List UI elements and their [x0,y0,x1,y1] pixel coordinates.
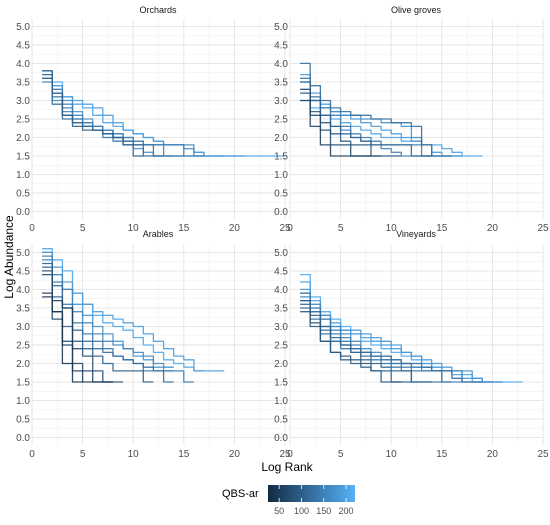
series-line [42,259,174,368]
y-tick-label: 3.5 [16,77,30,88]
y-tick-label: 2.5 [274,341,288,352]
series-line [42,262,154,383]
series-line [300,311,402,383]
y-tick-label: 4.5 [274,40,288,51]
y-tick-label: 2.5 [16,341,30,352]
x-tick-label: 25 [537,449,549,460]
x-axis-title: Log Rank [261,460,313,474]
legend-tick-label: 200 [339,506,354,516]
facet-panel: Arables 0.0 0.5 1.0 1.5 2.0 2.5 3.0 3.5 4.0 4.5 5.0… [16,229,291,460]
y-tick-label: 1.0 [274,170,288,181]
x-tick-label: 10 [386,223,398,234]
y-tick-label: 0.0 [16,433,30,444]
y-axis-title: Log Abundance [2,215,16,299]
facet-title: Olive groves [391,5,442,15]
y-tick-label: 0.5 [274,415,288,426]
legend-tick-label: 50 [274,506,284,516]
x-tick-label: 20 [229,223,241,234]
facet-title: Vineyards [396,229,436,239]
series-line [42,70,144,157]
y-tick-label: 0.5 [274,189,288,200]
x-tick-label: 5 [338,223,344,234]
x-tick-label: 15 [436,223,448,234]
series-line [42,296,83,383]
y-tick-label: 2.0 [274,359,288,370]
y-tick-label: 5.0 [274,22,288,33]
facet-title: Arables [143,229,174,239]
y-tick-label: 1.5 [16,152,30,163]
x-tick-label: 5 [80,449,86,460]
y-tick-label: 1.0 [16,396,30,407]
y-tick-label: 4.0 [274,285,288,296]
y-tick-label: 4.0 [16,59,30,70]
legend-colorbar [268,485,355,502]
x-tick-label: 0 [287,223,293,234]
series-line [300,81,432,157]
series-line [300,62,452,157]
legend: QBS-ar 50 100 150 200 [222,485,355,516]
x-tick-label: 10 [128,449,140,460]
series-line [42,251,225,372]
y-tick-label: 3.5 [16,303,30,314]
y-tick-label: 0.5 [16,189,30,200]
facet-title: Orchards [139,5,177,15]
y-tick-label: 4.5 [16,266,30,277]
x-tick-label: 0 [29,223,35,234]
y-tick-label: 2.5 [16,115,30,126]
x-tick-label: 25 [279,449,291,460]
y-tick-label: 3.0 [16,322,30,333]
y-tick-label: 1.0 [274,396,288,407]
legend-title: QBS-ar [222,488,259,500]
y-tick-label: 3.0 [274,96,288,107]
y-tick-label: 1.5 [274,378,288,389]
series-line [300,281,503,383]
x-tick-label: 5 [80,223,86,234]
x-tick-label: 10 [128,223,140,234]
y-tick-label: 0.0 [274,207,288,218]
x-tick-label: 15 [178,223,190,234]
facet-panel: Vineyards 0.0 0.5 1.0 1.5 2.0 2.5 3.0 3.5 4.0 4.5 5… [274,229,549,460]
facet-panel: Olive groves 0.0 0.5 1.0 1.5 2.0 2.5 3.0 3.5 4.0 4… [274,5,549,234]
x-tick-label: 10 [386,449,398,460]
y-tick-label: 0.0 [274,433,288,444]
y-tick-label: 5.0 [274,248,288,259]
facet-panel: Orchards 0.0 0.5 1.0 1.5 2.0 2.5 3.0 3.5 4.0 4.5 5.… [16,5,291,234]
x-tick-label: 0 [29,449,35,460]
x-tick-label: 25 [279,223,291,234]
series-line [300,292,493,383]
legend-tick-label: 100 [294,506,309,516]
legend-tick-label: 150 [316,506,331,516]
x-tick-label: 0 [287,449,293,460]
x-tick-label: 15 [178,449,190,460]
y-tick-label: 4.5 [274,266,288,277]
y-tick-label: 3.5 [274,77,288,88]
x-tick-label: 5 [338,449,344,460]
y-tick-label: 2.0 [274,133,288,144]
x-tick-label: 25 [537,223,549,234]
y-tick-label: 4.5 [16,40,30,51]
y-tick-label: 3.0 [274,322,288,333]
y-tick-label: 1.5 [274,152,288,163]
y-tick-label: 2.0 [16,359,30,370]
y-tick-label: 3.5 [274,303,288,314]
y-tick-label: 5.0 [16,248,30,259]
y-tick-label: 0.0 [16,207,30,218]
y-tick-label: 2.5 [274,115,288,126]
x-tick-label: 20 [487,449,499,460]
y-tick-label: 0.5 [16,415,30,426]
x-tick-label: 20 [487,223,499,234]
series-line [42,248,204,372]
x-tick-label: 15 [436,449,448,460]
y-tick-label: 4.0 [274,59,288,70]
y-tick-label: 4.0 [16,285,30,296]
x-tick-label: 20 [229,449,241,460]
y-tick-label: 3.0 [16,96,30,107]
y-tick-label: 5.0 [16,22,30,33]
y-tick-label: 1.5 [16,378,30,389]
y-tick-label: 2.0 [16,133,30,144]
y-tick-label: 1.0 [16,170,30,181]
series-line [300,99,371,157]
